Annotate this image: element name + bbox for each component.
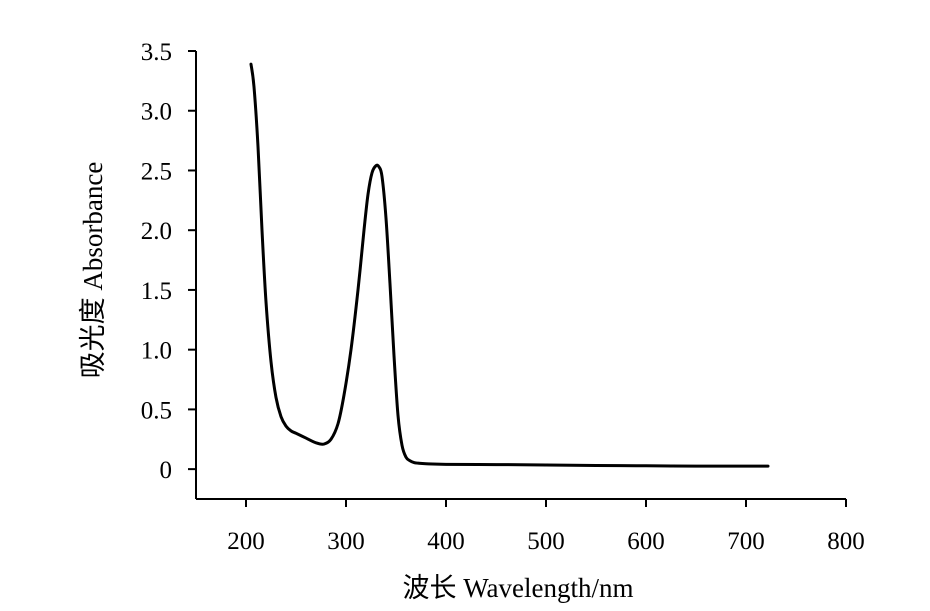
absorbance-series-line <box>249 62 770 468</box>
x-tick-label: 300 <box>327 528 365 555</box>
plot-area <box>249 62 770 468</box>
y-tick-label: 3.5 <box>141 39 172 66</box>
y-tick-label: 1.5 <box>141 278 172 305</box>
x-tick-label: 700 <box>727 528 765 555</box>
y-axis-title: 吸光度 Absorbance <box>78 162 108 379</box>
x-tick-label: 400 <box>427 528 465 555</box>
y-tick-label: 3.0 <box>141 99 172 126</box>
y-tick-label: 2.0 <box>141 218 172 245</box>
x-tick-label: 600 <box>627 528 665 555</box>
x-axis-title: 波长 Wavelength/nm <box>402 573 633 603</box>
y-tick-label: 0.5 <box>141 397 172 424</box>
y-ticks: 0 0.5 1.0 1.5 2.0 2.5 3.0 3.5 <box>141 39 196 484</box>
x-tick-label: 200 <box>227 528 265 555</box>
y-tick-label: 1.0 <box>141 338 172 365</box>
x-tick-label: 500 <box>527 528 565 555</box>
y-tick-label: 0 <box>160 457 173 484</box>
y-tick-label: 2.5 <box>141 158 172 185</box>
x-ticks: 200 300 400 500 600 700 800 <box>227 499 865 555</box>
axes <box>195 51 846 500</box>
x-tick-label: 800 <box>827 528 865 555</box>
